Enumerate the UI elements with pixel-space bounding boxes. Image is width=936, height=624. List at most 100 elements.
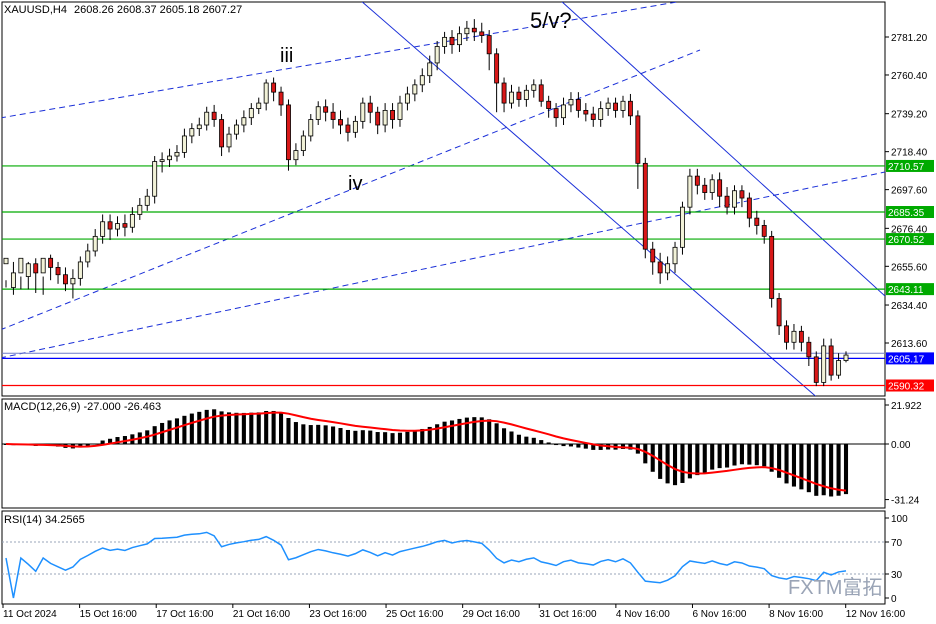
candle-body	[330, 111, 336, 120]
price-tick-label: 2697.60	[891, 186, 928, 197]
macd-histogram-bar	[182, 415, 187, 444]
macd-histogram-bar	[665, 444, 670, 484]
macd-histogram-bar	[264, 410, 269, 444]
panel-frame-2	[1, 398, 886, 509]
candle-body	[256, 102, 262, 109]
candle-body	[791, 330, 797, 343]
candle-body	[575, 99, 581, 111]
wave-label-iv: iv	[348, 173, 363, 195]
rsi-tick-label: 100	[891, 514, 908, 525]
candle-body	[226, 133, 232, 148]
candle-body	[479, 31, 485, 36]
candle-body	[174, 151, 180, 157]
candle-body	[352, 120, 358, 133]
candle-body	[694, 175, 700, 186]
macd-histogram-bar	[345, 429, 350, 444]
panel-frame-3	[1, 510, 886, 605]
macd-histogram-bar	[286, 418, 291, 444]
price-level-label: 2685.35	[888, 208, 925, 219]
candle-body	[390, 109, 395, 120]
candle-body	[107, 221, 113, 230]
macd-histogram-bar	[442, 421, 447, 444]
candle-body	[709, 179, 715, 193]
macd-histogram-bar	[516, 434, 521, 444]
candle-body	[419, 75, 425, 86]
candle-body	[315, 106, 321, 120]
candle-body	[300, 135, 306, 151]
candle-body	[263, 82, 269, 104]
candle-body	[680, 206, 685, 248]
candle-body	[40, 257, 46, 274]
macd-histogram-bar	[427, 426, 432, 444]
candle-body	[732, 190, 737, 208]
macd-histogram-bar	[695, 444, 700, 476]
symbol-label: XAUUSD,H4	[4, 4, 67, 16]
macd-signal-line	[5, 411, 847, 492]
candle-body	[25, 263, 31, 277]
macd-tick-label: -31.24	[891, 496, 920, 507]
candle-body	[442, 36, 448, 47]
candle-body	[761, 225, 767, 237]
candle-body	[152, 161, 158, 197]
macd-histogram-bar	[226, 412, 232, 444]
candle-body	[769, 235, 775, 299]
macd-histogram-bar	[769, 444, 774, 472]
macd-histogram-bar	[279, 412, 284, 444]
macd-histogram-bar	[591, 444, 596, 450]
candle-body	[657, 261, 663, 274]
macd-histogram-bar	[219, 411, 224, 444]
time-tick-label: 15 Oct 16:00	[80, 609, 138, 620]
price-level-label: 2643.11	[888, 285, 924, 296]
candle-body	[717, 179, 723, 197]
candle-body	[828, 345, 834, 376]
macd-histogram-bar	[814, 444, 819, 496]
candle-body	[739, 190, 745, 199]
candle-body	[286, 104, 291, 161]
candle-body	[48, 257, 54, 268]
macd-histogram-bar	[316, 424, 321, 444]
candle-body	[583, 109, 589, 115]
candle-body	[122, 223, 128, 228]
trend-line-5	[561, 2, 885, 297]
candle-body	[248, 108, 254, 119]
macd-histogram-bar	[189, 413, 194, 444]
candle-body	[806, 341, 812, 358]
candle-body	[642, 162, 648, 250]
trend-line-2	[2, 49, 701, 330]
chart-header: XAUUSD,H4 2608.26 2608.37 2605.18 2607.2…	[4, 4, 242, 16]
macd-histogram-bar	[710, 444, 715, 470]
rsi-tick-label: 70	[891, 538, 903, 549]
macd-histogram-bar	[108, 438, 113, 444]
macd-histogram-bar	[338, 428, 343, 444]
macd-histogram-bar	[747, 444, 752, 465]
time-tick-label: 12 Nov 16:00	[846, 609, 906, 620]
macd-histogram-bar	[777, 444, 782, 478]
price-level-label: 2590.32	[888, 382, 925, 393]
candle-body	[813, 356, 819, 383]
rsi-line	[5, 531, 847, 599]
candle-body	[516, 91, 522, 100]
macd-histogram-bar	[383, 432, 388, 444]
candle-body	[3, 257, 9, 265]
candle-body	[360, 102, 366, 122]
macd-histogram-bar	[301, 424, 306, 444]
macd-histogram-bar	[420, 428, 425, 444]
macd-histogram-bar	[531, 437, 536, 444]
trend-line-1	[2, 2, 680, 119]
candle-body	[85, 250, 91, 263]
macd-histogram-bar	[234, 412, 239, 444]
macd-histogram-bar	[784, 444, 789, 484]
macd-histogram-bar	[754, 444, 759, 466]
candle-body	[538, 84, 544, 102]
price-level-tag	[886, 159, 934, 172]
candle-body	[181, 135, 187, 153]
macd-histogram-bar	[435, 424, 440, 444]
candle-body	[137, 204, 143, 215]
macd-histogram-bar	[717, 444, 722, 469]
price-tick-label: 2781.20	[891, 33, 928, 44]
price-level-tag	[886, 233, 934, 246]
macd-histogram-bar	[739, 444, 744, 465]
candle-body	[561, 104, 566, 119]
candle-body	[605, 102, 611, 109]
macd-histogram-bar	[799, 444, 804, 490]
